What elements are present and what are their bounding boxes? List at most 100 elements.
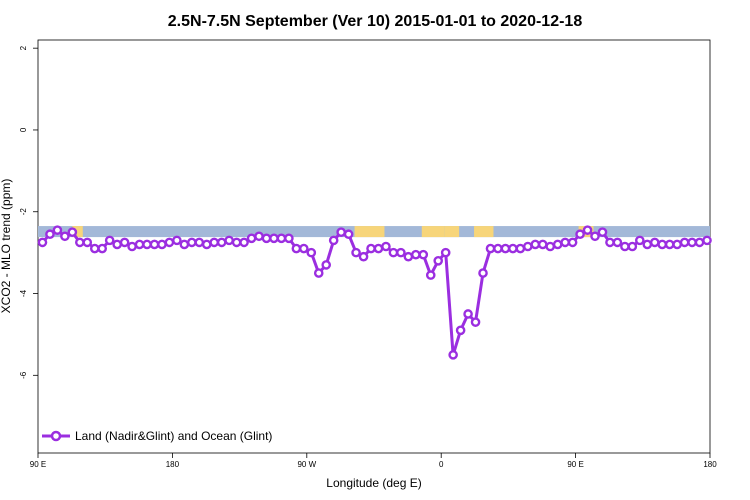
x-tick-label-0: 90 E <box>30 460 46 469</box>
land-segment-4 <box>474 226 494 238</box>
plot-area: 90 E 180 90 W 0 90 E 180 2 0 -2 -4 -6 <box>19 39 717 469</box>
data-point <box>276 233 287 244</box>
data-point <box>351 247 361 258</box>
data-point <box>664 239 675 250</box>
land-segment-1 <box>354 226 385 238</box>
data-point <box>261 233 272 244</box>
data-point <box>627 241 638 252</box>
series-layer <box>37 225 712 360</box>
data-point <box>530 239 541 250</box>
data-point <box>358 251 369 262</box>
data-point <box>45 229 55 240</box>
surface-band <box>38 226 710 238</box>
data-point <box>590 231 600 242</box>
data-point <box>127 241 137 252</box>
data-point <box>291 243 302 254</box>
data-point <box>89 243 100 254</box>
data-point <box>246 233 257 244</box>
y-tick-label-1: 0 <box>19 127 28 132</box>
data-point <box>388 247 399 258</box>
data-point <box>97 243 108 254</box>
data-point <box>254 231 264 242</box>
data-point <box>537 239 548 250</box>
data-point <box>440 247 451 258</box>
y-axis: 2 0 -2 -4 -6 <box>19 45 38 379</box>
x-tick-label-1: 180 <box>166 460 180 469</box>
data-point <box>60 231 70 242</box>
data-point <box>687 237 697 248</box>
data-point <box>642 239 653 250</box>
chart-title: 2.5N-7.5N September (Ver 10) 2015-01-01 … <box>168 13 583 30</box>
data-point <box>381 241 391 252</box>
legend-label: Land (Nadir&Glint) and Ocean (Glint) <box>75 429 272 443</box>
data-point <box>679 237 690 248</box>
data-point <box>515 243 526 254</box>
data-point <box>418 249 429 260</box>
y-axis-title: XCO2 - MLO trend (ppm) <box>0 179 13 314</box>
data-point <box>149 239 160 250</box>
data-point <box>172 235 182 246</box>
data-point <box>612 237 623 248</box>
data-point <box>112 239 122 250</box>
legend: Land (Nadir&Glint) and Ocean (Glint) <box>42 429 272 443</box>
data-point <box>597 227 608 237</box>
data-point <box>37 237 48 248</box>
data-point <box>299 243 309 254</box>
data-point <box>463 309 473 319</box>
x-tick-label-2: 90 W <box>297 460 316 469</box>
data-point <box>179 239 190 250</box>
data-point <box>224 235 234 246</box>
y-tick-label-0: 2 <box>19 45 28 50</box>
data-point <box>672 239 682 250</box>
y-tick-label-2: -2 <box>19 208 28 216</box>
data-point <box>657 239 668 250</box>
data-point <box>134 239 145 250</box>
data-point <box>508 243 518 254</box>
data-point <box>694 237 705 248</box>
data-point <box>194 237 205 248</box>
data-point <box>493 243 503 254</box>
data-point <box>209 237 220 248</box>
data-point <box>523 241 533 252</box>
data-point <box>396 247 406 258</box>
data-point <box>575 229 585 240</box>
y-tick-label-4: -6 <box>19 371 28 379</box>
data-point <box>605 237 615 248</box>
data-point <box>52 225 63 235</box>
data-point <box>187 237 197 248</box>
data-point <box>82 237 93 248</box>
data-point <box>478 268 488 278</box>
data-point <box>425 270 436 280</box>
data-point <box>649 237 660 248</box>
data-point <box>567 237 578 248</box>
data-point <box>403 251 414 262</box>
data-point <box>455 325 466 336</box>
data-point <box>284 233 294 244</box>
data-point <box>343 229 354 240</box>
y-tick-label-3: -4 <box>19 289 28 297</box>
x-axis-title: Longitude (deg E) <box>326 476 421 490</box>
data-point <box>433 256 444 266</box>
data-point <box>201 239 212 250</box>
data-point <box>366 243 376 254</box>
data-point <box>373 243 384 254</box>
data-point <box>485 243 496 254</box>
x-tick-label-3: 0 <box>439 460 444 469</box>
land-segment-3 <box>444 226 460 238</box>
data-point <box>104 235 115 246</box>
legend-marker <box>50 430 62 442</box>
data-point <box>313 268 324 278</box>
data-point <box>321 260 332 270</box>
data-point <box>560 237 570 248</box>
data-point <box>231 237 242 248</box>
data-point <box>239 237 249 248</box>
data-point <box>119 237 130 248</box>
data-point <box>448 350 458 360</box>
data-point <box>336 227 346 237</box>
x-tick-label-4: 90 E <box>567 460 583 469</box>
data-point <box>142 239 152 250</box>
data-point <box>545 241 556 252</box>
data-point <box>216 237 227 248</box>
data-point <box>702 235 712 246</box>
